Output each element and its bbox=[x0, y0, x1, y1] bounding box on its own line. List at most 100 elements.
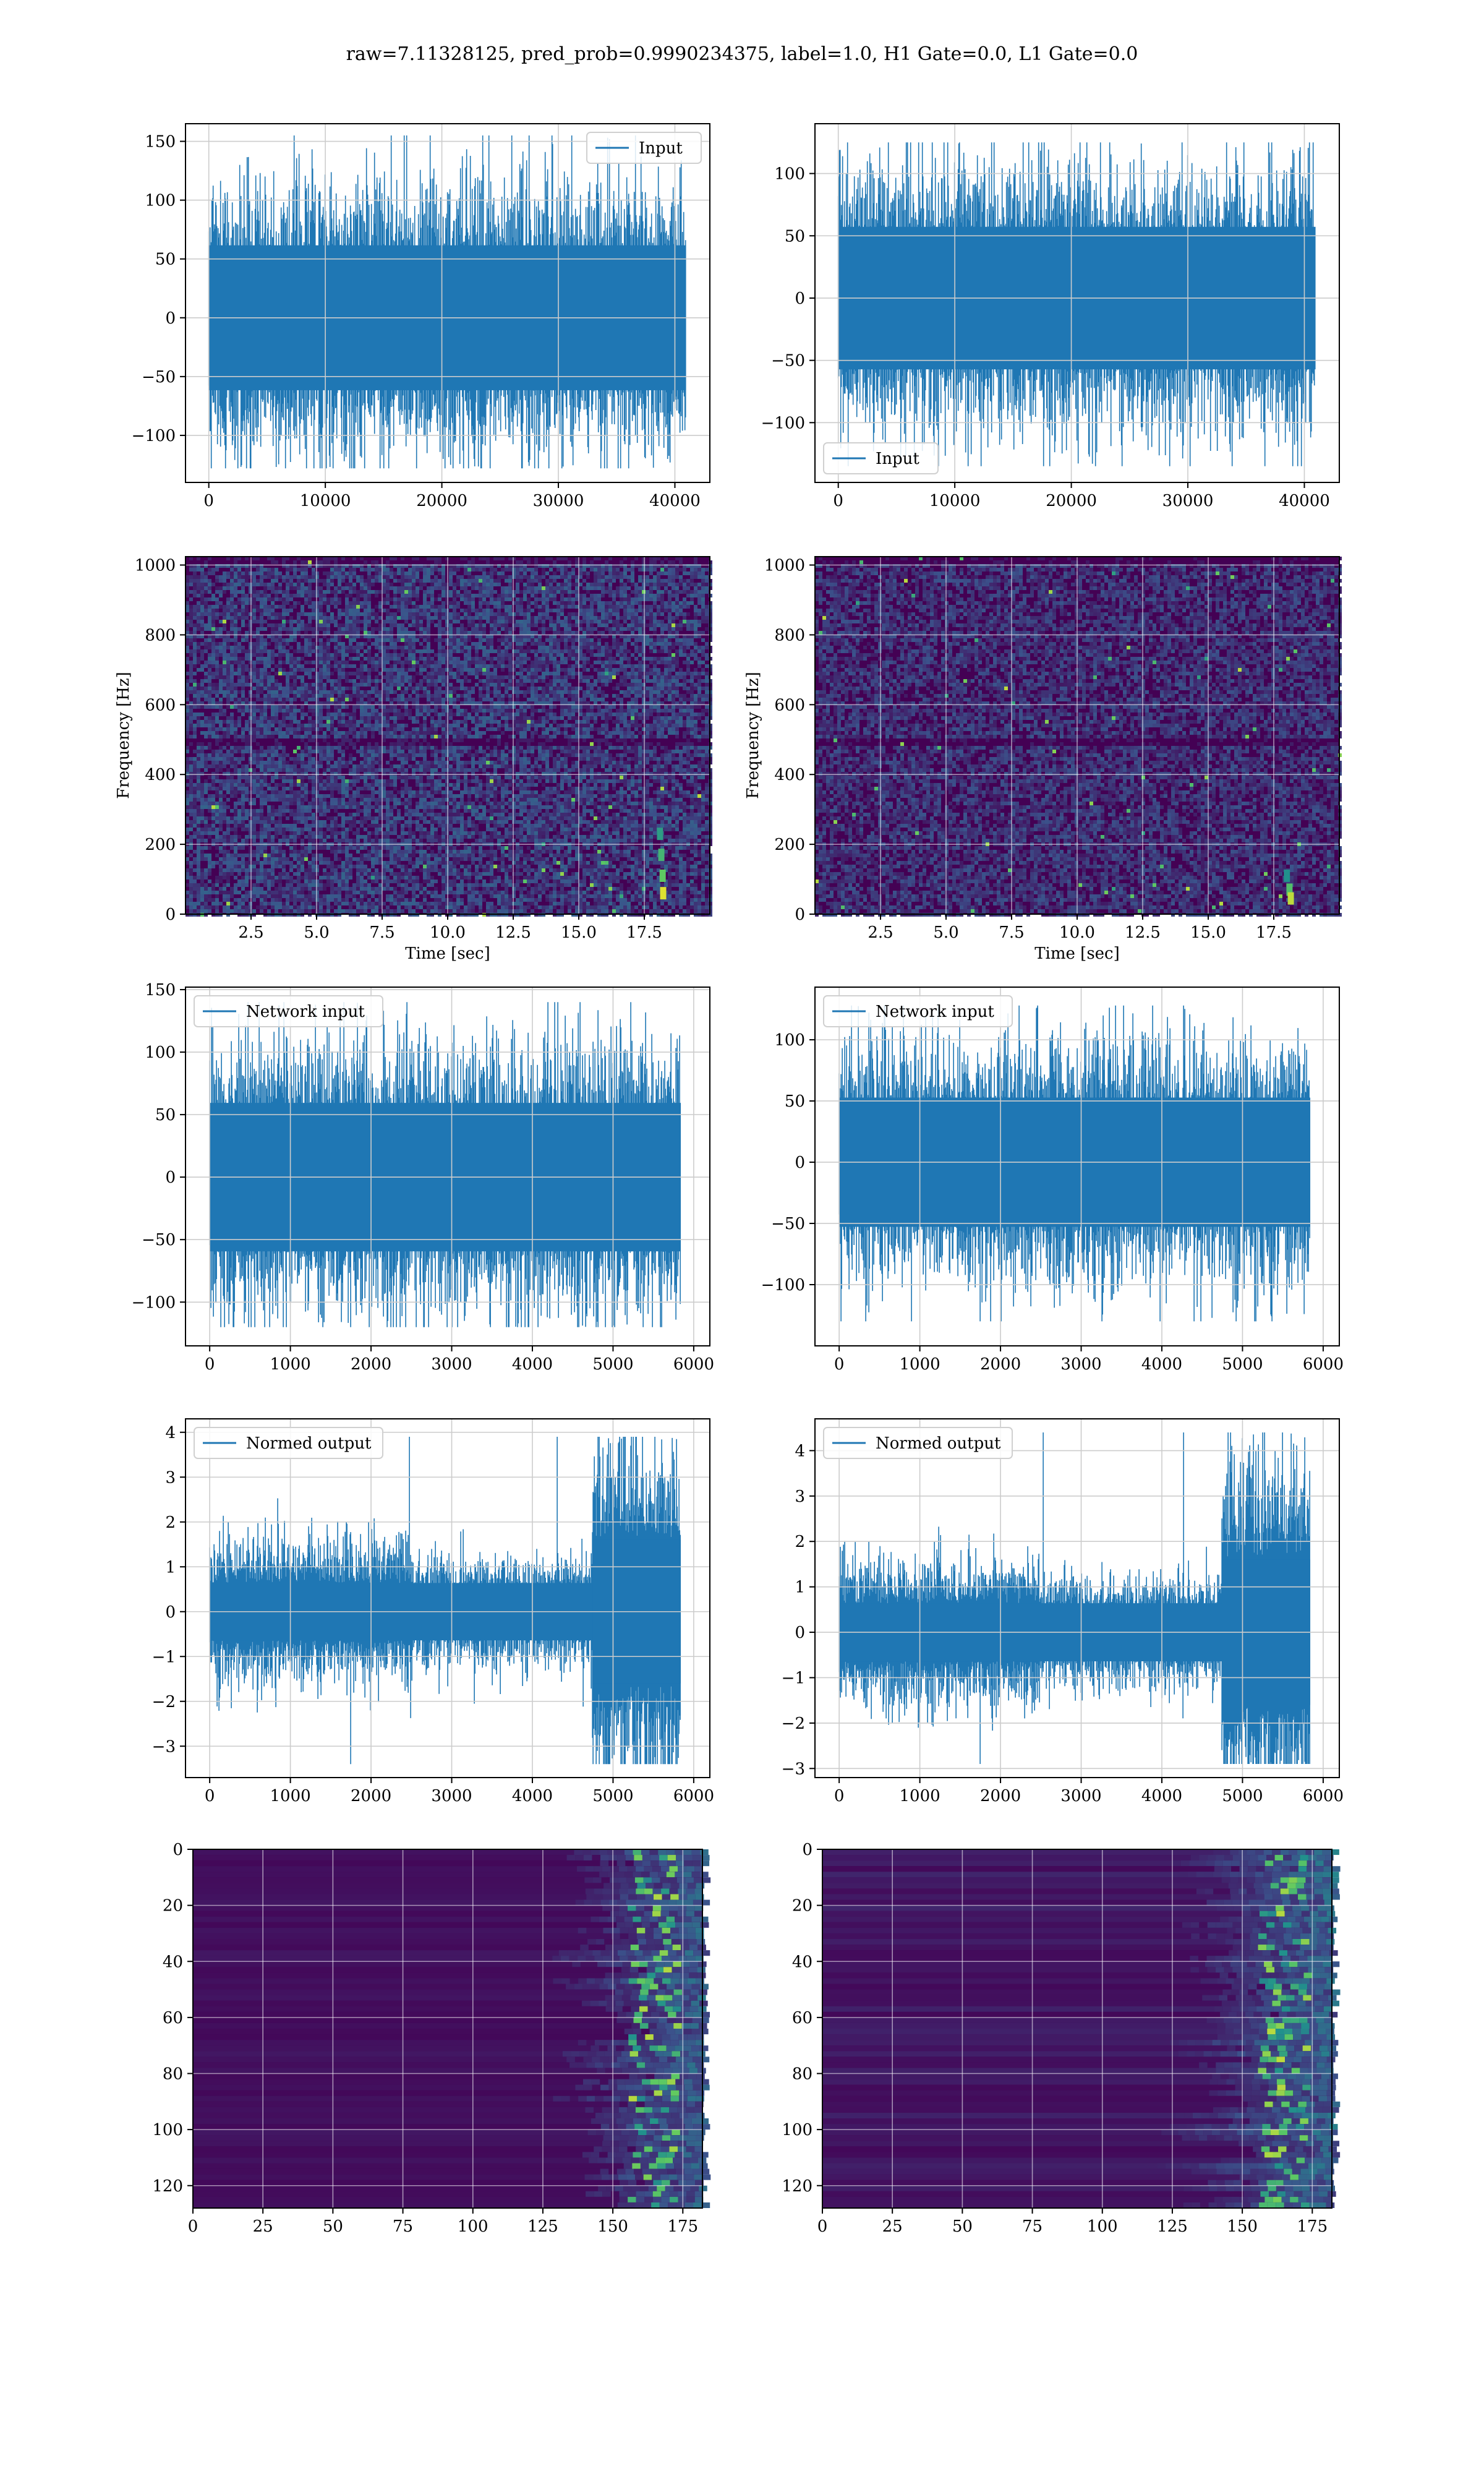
heatmap-cell bbox=[445, 661, 449, 664]
heatmap-cell bbox=[323, 590, 326, 594]
heatmap-cell bbox=[267, 612, 271, 616]
heatmap-cell bbox=[393, 601, 397, 605]
heatmap-cell bbox=[263, 612, 267, 616]
heatmap-cell bbox=[393, 657, 397, 661]
heatmap-cell bbox=[256, 571, 260, 575]
heatmap-cell bbox=[638, 620, 642, 623]
heatmap-cell bbox=[386, 609, 390, 612]
heatmap-cell bbox=[367, 571, 371, 575]
heatmap-cell bbox=[512, 594, 516, 597]
heatmap-cell bbox=[319, 653, 323, 657]
heatmap-cell bbox=[189, 631, 193, 635]
heatmap-cell bbox=[616, 649, 620, 653]
heatmap-cell bbox=[634, 698, 638, 701]
heatmap-cell bbox=[416, 649, 419, 653]
heatmap-cell bbox=[672, 583, 675, 586]
heatmap-cell bbox=[534, 631, 538, 635]
heatmap-cell bbox=[482, 657, 486, 661]
heatmap-cell bbox=[223, 694, 226, 698]
heatmap-cell bbox=[371, 631, 375, 635]
heatmap-cell bbox=[627, 683, 631, 687]
heatmap-cell bbox=[460, 649, 464, 653]
heatmap-cell bbox=[571, 675, 575, 679]
heatmap-cell bbox=[234, 649, 237, 653]
heatmap-cell bbox=[701, 694, 705, 698]
heatmap-cell bbox=[486, 690, 490, 694]
heatmap-cell bbox=[690, 638, 694, 642]
heatmap-cell bbox=[672, 590, 675, 594]
heatmap-cell bbox=[642, 683, 646, 687]
heatmap-cell bbox=[401, 586, 404, 590]
heatmap-cell bbox=[397, 631, 401, 635]
heatmap-cell bbox=[601, 605, 605, 609]
heatmap-cell bbox=[556, 612, 560, 616]
heatmap-cell bbox=[282, 590, 286, 594]
heatmap-cell bbox=[660, 583, 664, 586]
heatmap-cell bbox=[445, 642, 449, 646]
heatmap-cell bbox=[249, 694, 252, 698]
heatmap-cell bbox=[697, 683, 701, 687]
heatmap-cell bbox=[390, 642, 393, 646]
heatmap-cell bbox=[378, 713, 382, 716]
heatmap-cell bbox=[271, 661, 275, 664]
heatmap-cell bbox=[419, 631, 423, 635]
heatmap-cell bbox=[245, 709, 249, 713]
heatmap-cell bbox=[612, 590, 616, 594]
heatmap-cell bbox=[627, 568, 631, 571]
heatmap-cell bbox=[197, 698, 200, 701]
heatmap-cell bbox=[271, 690, 275, 694]
heatmap-cell bbox=[315, 687, 319, 690]
heatmap-cell bbox=[467, 698, 471, 701]
heatmap-cell bbox=[471, 646, 475, 649]
heatmap-cell bbox=[364, 612, 367, 616]
heatmap-cell bbox=[397, 698, 401, 701]
heatmap-cell bbox=[408, 571, 412, 575]
heatmap-cell bbox=[378, 575, 382, 579]
heatmap-cell bbox=[397, 597, 401, 601]
heatmap-cell bbox=[252, 616, 256, 620]
chart-input-l1: 0 10000 20000 30000 40000−100−50050100Input bbox=[761, 124, 1339, 510]
heatmap-cell bbox=[538, 687, 542, 690]
heatmap-cell bbox=[286, 586, 289, 590]
heatmap-cell bbox=[315, 571, 319, 575]
heatmap-cell bbox=[275, 579, 278, 583]
heatmap-cell bbox=[241, 575, 245, 579]
heatmap-cell bbox=[582, 664, 586, 668]
heatmap-cell bbox=[579, 649, 582, 653]
heatmap-cell bbox=[686, 698, 690, 701]
heatmap-cell bbox=[378, 590, 382, 594]
heatmap-cell bbox=[501, 623, 505, 627]
heatmap-cell bbox=[215, 586, 219, 590]
heatmap-cell bbox=[675, 568, 679, 571]
heatmap-cell bbox=[534, 601, 538, 605]
heatmap-cell bbox=[631, 668, 634, 672]
heatmap-cell bbox=[267, 683, 271, 687]
heatmap-cell bbox=[534, 590, 538, 594]
heatmap-cell bbox=[594, 694, 597, 698]
heatmap-cell bbox=[608, 664, 612, 668]
heatmap-cell bbox=[527, 690, 531, 694]
heatmap-cell bbox=[416, 620, 419, 623]
heatmap-cell bbox=[605, 642, 608, 646]
heatmap-cell bbox=[267, 594, 271, 597]
heatmap-cell bbox=[545, 649, 549, 653]
heatmap-cell bbox=[508, 668, 512, 672]
heatmap-cell bbox=[386, 560, 390, 564]
heatmap-cell bbox=[668, 579, 672, 583]
heatmap-cell bbox=[378, 605, 382, 609]
heatmap-cell bbox=[542, 657, 545, 661]
heatmap-cell bbox=[326, 668, 330, 672]
heatmap-cell bbox=[638, 605, 642, 609]
heatmap-cell bbox=[312, 590, 315, 594]
heatmap-cell bbox=[679, 560, 683, 564]
heatmap-cell bbox=[419, 609, 423, 612]
heatmap-cell bbox=[267, 623, 271, 627]
heatmap-cell bbox=[326, 709, 330, 713]
heatmap-cell bbox=[664, 698, 668, 701]
heatmap-cell bbox=[590, 620, 594, 623]
heatmap-cell bbox=[204, 601, 208, 605]
heatmap-cell bbox=[249, 668, 252, 672]
heatmap-cell bbox=[241, 664, 245, 668]
heatmap-cell bbox=[401, 571, 404, 575]
heatmap-cell bbox=[553, 713, 556, 716]
